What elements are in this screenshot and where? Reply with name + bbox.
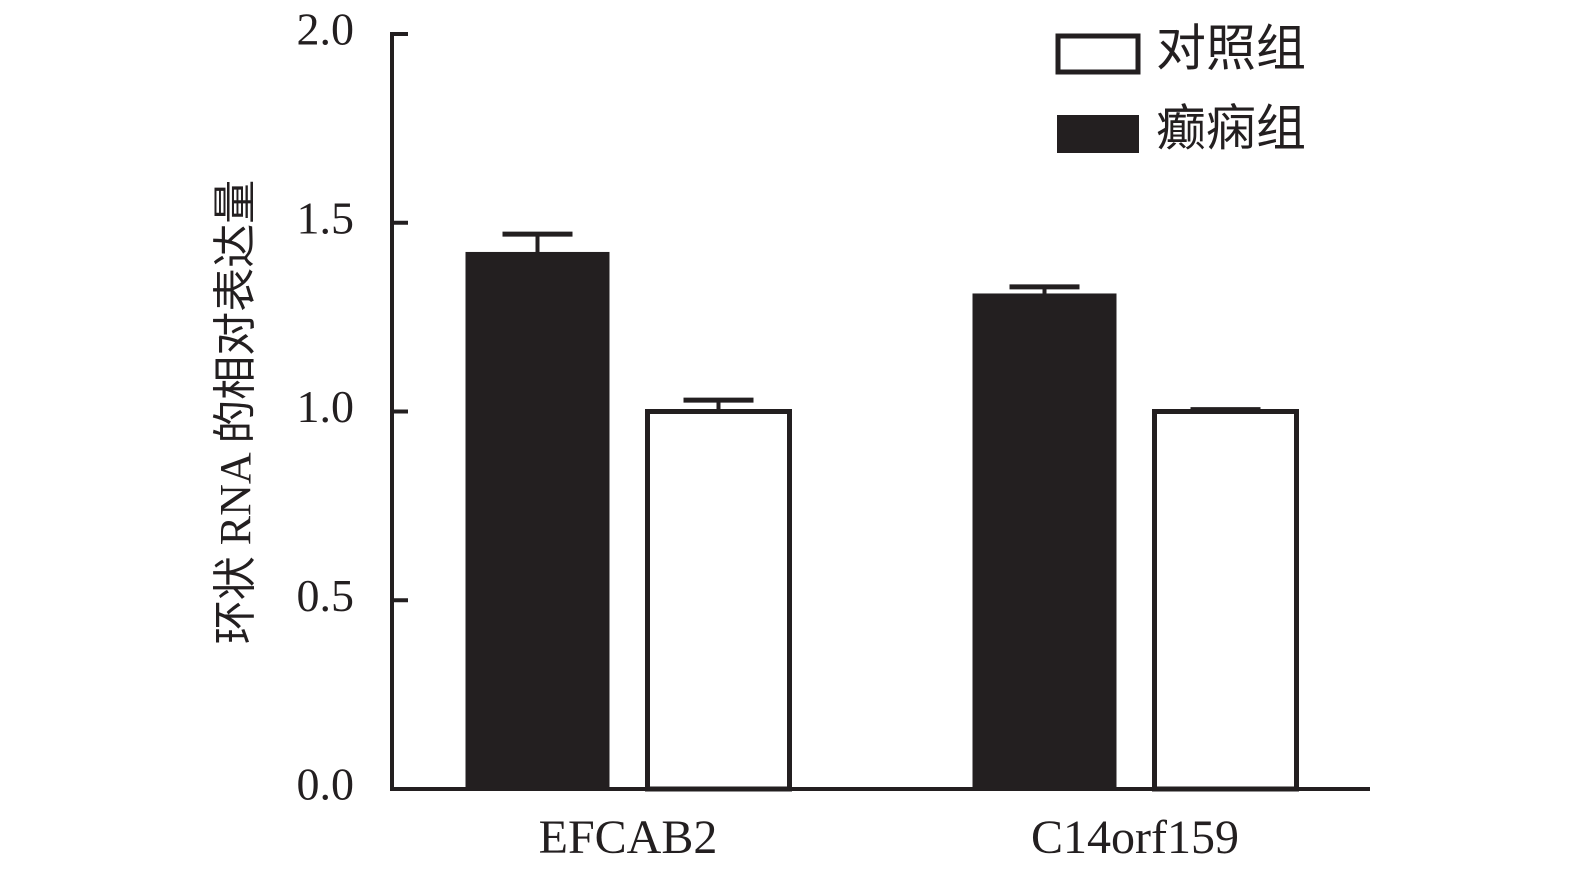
legend-swatch-1 xyxy=(1057,115,1139,153)
bar-control-1 xyxy=(1152,409,1299,792)
y-axis: 0.0 0.5 1.0 1.5 2.0 xyxy=(297,4,408,810)
bar-epilepsy-0 xyxy=(465,251,610,790)
bars-group xyxy=(465,231,1299,792)
x-axis: EFCAB2 C14orf159 xyxy=(390,787,1370,864)
legend-label-0: 对照组 xyxy=(1156,20,1306,76)
x-tick-label-0: EFCAB2 xyxy=(539,811,718,864)
legend-label-1: 癫痫组 xyxy=(1156,100,1306,156)
legend-swatch-0 xyxy=(1055,33,1141,75)
y-tick-label-1: 0.5 xyxy=(297,570,355,621)
y-tick-label-2: 1.0 xyxy=(297,381,355,432)
y-tick-label-4: 2.0 xyxy=(297,4,355,55)
y-tick-label-0: 0.0 xyxy=(297,759,355,810)
y-axis-title: 环状 RNA 的相对表达量 xyxy=(211,180,260,644)
bar-control-0 xyxy=(645,409,792,792)
bar-epilepsy-1 xyxy=(972,293,1117,790)
x-tick-label-1: C14orf159 xyxy=(1031,811,1239,864)
y-tick-label-3: 1.5 xyxy=(297,192,355,243)
